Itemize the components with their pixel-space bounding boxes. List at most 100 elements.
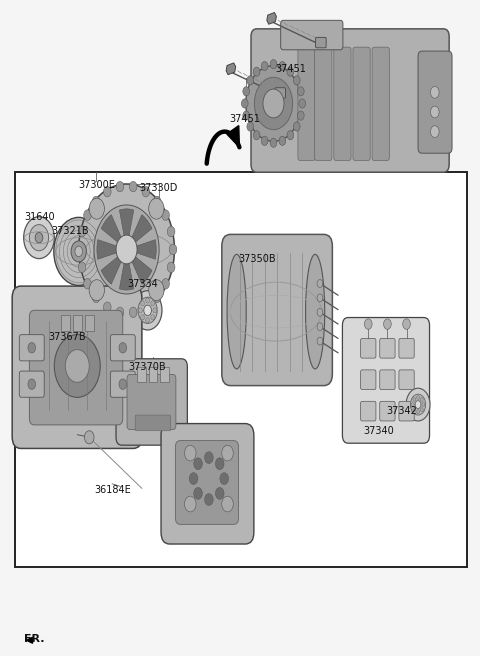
Circle shape: [104, 186, 111, 197]
Wedge shape: [120, 209, 134, 249]
Circle shape: [146, 298, 150, 303]
Circle shape: [151, 315, 155, 320]
FancyBboxPatch shape: [222, 234, 332, 386]
Text: 37342: 37342: [386, 406, 417, 416]
Circle shape: [220, 473, 228, 484]
Circle shape: [119, 379, 127, 390]
FancyBboxPatch shape: [372, 47, 389, 161]
FancyBboxPatch shape: [418, 51, 452, 154]
Circle shape: [417, 410, 420, 414]
Circle shape: [287, 131, 294, 140]
FancyBboxPatch shape: [298, 47, 315, 161]
FancyBboxPatch shape: [334, 47, 351, 161]
Circle shape: [78, 262, 86, 273]
Circle shape: [184, 496, 196, 512]
Circle shape: [431, 126, 439, 138]
Circle shape: [216, 487, 224, 499]
Circle shape: [413, 398, 416, 401]
Circle shape: [54, 217, 104, 285]
Ellipse shape: [306, 255, 324, 369]
Circle shape: [384, 319, 391, 329]
Circle shape: [422, 403, 425, 407]
Circle shape: [104, 302, 111, 312]
Circle shape: [65, 350, 89, 382]
Polygon shape: [227, 125, 240, 147]
Circle shape: [413, 408, 416, 412]
Circle shape: [317, 323, 323, 331]
FancyBboxPatch shape: [127, 375, 176, 430]
FancyBboxPatch shape: [12, 286, 142, 449]
Text: 37300E: 37300E: [78, 180, 115, 190]
FancyBboxPatch shape: [353, 47, 370, 161]
Circle shape: [29, 224, 48, 251]
FancyBboxPatch shape: [399, 370, 414, 390]
Polygon shape: [226, 63, 236, 75]
Circle shape: [129, 181, 137, 192]
Text: 37334: 37334: [128, 279, 158, 289]
Circle shape: [431, 106, 439, 118]
Circle shape: [141, 300, 144, 306]
Text: 36184E: 36184E: [94, 485, 131, 495]
Circle shape: [92, 196, 100, 207]
FancyBboxPatch shape: [281, 20, 343, 50]
Circle shape: [71, 241, 86, 262]
Wedge shape: [97, 239, 127, 259]
Circle shape: [162, 210, 169, 220]
Circle shape: [417, 396, 420, 400]
Text: 37330D: 37330D: [140, 183, 178, 193]
Circle shape: [35, 232, 43, 243]
Circle shape: [317, 279, 323, 287]
Circle shape: [84, 431, 94, 444]
Circle shape: [89, 279, 105, 300]
Circle shape: [194, 487, 203, 499]
Circle shape: [261, 62, 268, 71]
Circle shape: [403, 319, 410, 329]
FancyBboxPatch shape: [342, 318, 430, 443]
Circle shape: [246, 66, 301, 142]
FancyBboxPatch shape: [85, 315, 94, 331]
Circle shape: [254, 77, 293, 130]
Circle shape: [204, 493, 213, 505]
FancyBboxPatch shape: [19, 335, 44, 361]
Circle shape: [78, 226, 86, 237]
Circle shape: [317, 337, 323, 345]
Circle shape: [138, 297, 157, 323]
Circle shape: [76, 244, 84, 255]
Circle shape: [253, 131, 260, 140]
Circle shape: [364, 319, 372, 329]
Text: 37451: 37451: [229, 113, 260, 123]
Wedge shape: [101, 215, 127, 249]
Circle shape: [247, 122, 253, 131]
Circle shape: [415, 401, 421, 409]
Circle shape: [410, 394, 426, 415]
Circle shape: [194, 458, 203, 470]
Circle shape: [89, 198, 105, 219]
FancyBboxPatch shape: [380, 401, 395, 421]
Circle shape: [279, 62, 286, 71]
Circle shape: [24, 216, 54, 258]
Circle shape: [75, 246, 83, 256]
Circle shape: [94, 205, 159, 294]
FancyBboxPatch shape: [110, 335, 135, 361]
FancyBboxPatch shape: [360, 401, 376, 421]
Wedge shape: [127, 239, 156, 259]
FancyBboxPatch shape: [137, 367, 146, 382]
Circle shape: [116, 235, 137, 264]
Circle shape: [116, 307, 124, 318]
FancyBboxPatch shape: [360, 370, 376, 390]
Text: 37370B: 37370B: [128, 362, 166, 372]
FancyBboxPatch shape: [160, 367, 168, 382]
FancyBboxPatch shape: [110, 371, 135, 398]
Circle shape: [298, 111, 304, 120]
Circle shape: [184, 445, 196, 461]
FancyBboxPatch shape: [315, 47, 332, 161]
Circle shape: [189, 473, 198, 484]
Circle shape: [263, 89, 284, 118]
FancyBboxPatch shape: [135, 415, 170, 431]
Circle shape: [28, 379, 36, 390]
Circle shape: [129, 307, 137, 318]
Bar: [15, 173, 468, 567]
Wedge shape: [101, 249, 127, 284]
FancyBboxPatch shape: [399, 338, 414, 358]
Circle shape: [222, 445, 233, 461]
